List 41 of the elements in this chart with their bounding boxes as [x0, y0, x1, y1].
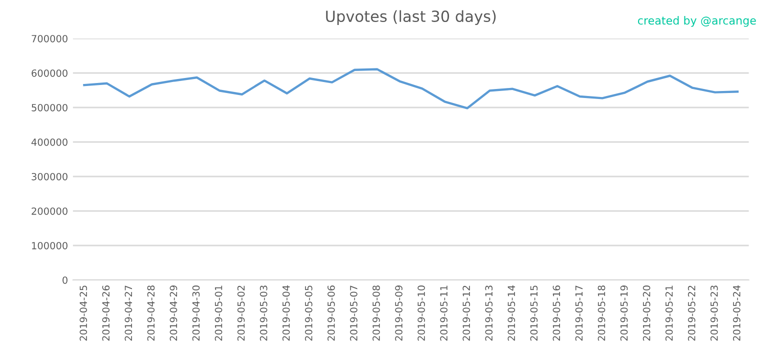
x-tick-label: 2019-04-28 — [147, 286, 155, 341]
x-tick-label: 2019-05-18 — [598, 286, 606, 341]
x-tick-label: 2019-05-13 — [485, 286, 493, 341]
x-tick-label: 2019-05-07 — [350, 286, 358, 341]
x-tick-label: 2019-05-01 — [214, 286, 222, 341]
x-tick-label: 2019-05-22 — [688, 286, 696, 341]
chart-title: Upvotes (last 30 days) — [326, 10, 496, 26]
y-tick-label: 300000 — [32, 172, 68, 180]
line-series — [83, 68, 739, 110]
x-tick-label: 2019-05-20 — [642, 286, 650, 341]
x-tick-label: 2019-05-04 — [282, 285, 290, 341]
y-tick-label: 700000 — [32, 34, 68, 42]
x-tick-label: 2019-04-30 — [192, 286, 200, 341]
x-tick-label: 2019-05-06 — [328, 285, 335, 341]
x-tick-label: 2019-05-23 — [710, 286, 718, 341]
x-tick-label: 2019-05-14 — [508, 285, 516, 341]
x-tick-label: 2019-04-26 — [102, 285, 110, 341]
x-tick-label: 2019-05-12 — [462, 286, 470, 341]
x-tick-label: 2019-05-15 — [530, 286, 538, 341]
y-tick-label: 500000 — [32, 104, 68, 112]
x-tick-label: 2019-05-05 — [304, 286, 312, 341]
y-tick-label: 400000 — [31, 138, 68, 146]
x-tick-label: 2019-05-09 — [395, 286, 402, 341]
text: created by @arcange — [638, 16, 756, 27]
x-tick-label: 2019-05-03 — [260, 286, 268, 341]
x-tick-label: 2019-05-17 — [575, 286, 583, 341]
x-tick-label: 2019-04-29 — [170, 286, 178, 341]
y-tick-label: 100000 — [32, 242, 68, 250]
x-tick-label: 2019-05-11 — [440, 286, 448, 341]
y-tick-label: 200000 — [32, 207, 68, 215]
x-tick-label: 2019-05-21 — [665, 286, 673, 341]
x-tick-label: 2019-05-19 — [620, 286, 628, 341]
x-tick-label: 2019-05-10 — [418, 286, 425, 341]
x-tick-label: 2019-05-02 — [237, 286, 245, 341]
x-tick-label: 2019-05-08 — [372, 286, 380, 341]
x-tick-label: 2019-04-25 — [80, 286, 88, 341]
x-tick-label: 2019-05-24 — [733, 285, 740, 341]
x-tick-label: 2019-04-27 — [124, 286, 132, 341]
y-tick-label: 0 — [62, 276, 68, 284]
x-tick-label: 2019-05-16 — [552, 285, 560, 341]
y-tick-label: 600000 — [32, 69, 68, 77]
